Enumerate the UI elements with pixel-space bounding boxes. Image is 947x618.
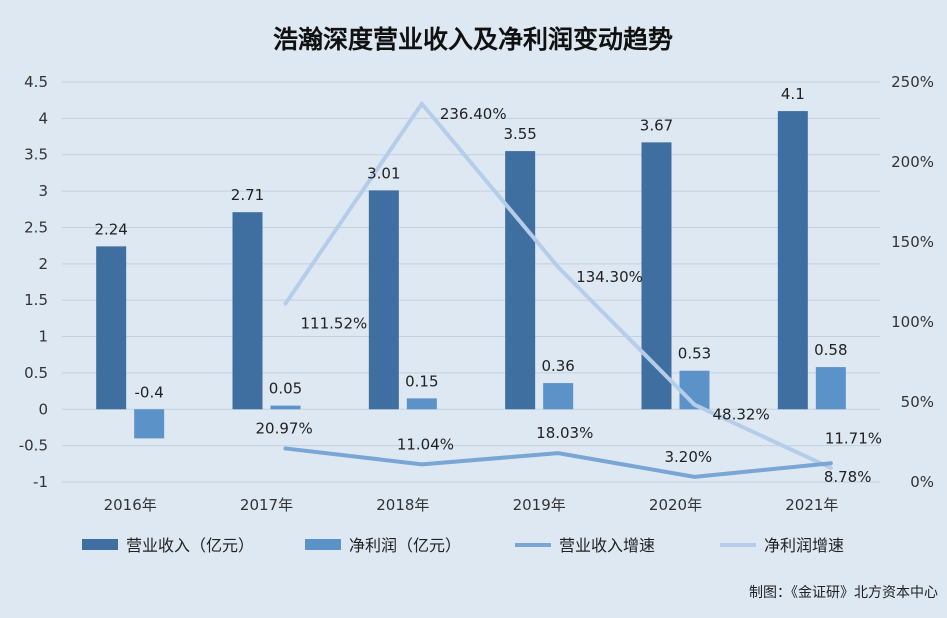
right-tick-label: 200% bbox=[891, 153, 934, 171]
revenue-growth-line bbox=[283, 446, 833, 479]
net-profit-bar bbox=[406, 398, 437, 410]
revenue-bar bbox=[777, 111, 808, 410]
legend-swatch bbox=[82, 539, 118, 550]
revenue-bar bbox=[96, 246, 127, 410]
x-axis: 2016年 2017年 2018年 2019年 2020年 2021年 bbox=[104, 496, 839, 514]
right-tick-label: 100% bbox=[891, 313, 934, 331]
net-profit-growth-label: 48.32% bbox=[713, 406, 770, 424]
left-tick-label: 0.5 bbox=[24, 364, 48, 382]
net-profit-growth-label: 236.40% bbox=[440, 105, 507, 123]
net-profit-label: 0.53 bbox=[678, 345, 711, 363]
bars bbox=[96, 111, 846, 439]
revenue-bar bbox=[232, 212, 263, 410]
source-credit: 制图：《金证研》北方资本中心 bbox=[749, 585, 938, 601]
revenue-growth-label: 18.03% bbox=[536, 424, 593, 442]
left-y-axis: -1 -0.5 0 0.5 1 1.5 2 2.5 3 3.5 4 4.5 bbox=[19, 73, 48, 491]
left-tick-label: 4.5 bbox=[24, 73, 48, 91]
revenue-growth-label: 11.04% bbox=[397, 435, 454, 453]
revenue-label: 2.24 bbox=[94, 220, 127, 238]
lines bbox=[283, 101, 833, 479]
revenue-label: 2.71 bbox=[231, 186, 264, 204]
net-profit-growth-label: 8.78% bbox=[824, 468, 872, 486]
revenue-label: 3.67 bbox=[640, 116, 673, 134]
net-profit-label: 0.15 bbox=[405, 372, 438, 390]
revenue-growth-label: 3.20% bbox=[665, 448, 713, 466]
left-tick-label: -0.5 bbox=[19, 437, 48, 455]
x-tick-label: 2021年 bbox=[785, 496, 838, 514]
revenue-label: 4.1 bbox=[781, 85, 805, 103]
x-tick-label: 2017年 bbox=[240, 496, 293, 514]
left-tick-label: 0 bbox=[38, 400, 48, 418]
net-profit-bar bbox=[815, 367, 846, 410]
x-tick-label: 2018年 bbox=[376, 496, 429, 514]
net-profit-label: 0.58 bbox=[814, 341, 847, 359]
revenue-label: 3.01 bbox=[367, 164, 400, 182]
legend-label: 营业收入增速 bbox=[559, 536, 655, 555]
left-tick-label: 1 bbox=[38, 328, 48, 346]
net-profit-growth-label: 134.30% bbox=[576, 268, 643, 286]
net-profit-bar bbox=[270, 405, 301, 410]
legend-swatch bbox=[305, 539, 341, 550]
legend: 营业收入（亿元） 净利润（亿元） 营业收入增速 净利润增速 bbox=[82, 536, 844, 555]
legend-label: 营业收入（亿元） bbox=[126, 536, 254, 555]
left-tick-label: 3.5 bbox=[24, 146, 48, 164]
chart-title: 浩瀚深度营业收入及净利润变动趋势 bbox=[273, 25, 673, 54]
revenue-bar bbox=[368, 190, 399, 410]
x-tick-label: 2020年 bbox=[649, 496, 702, 514]
revenue-bar bbox=[505, 151, 536, 410]
net-profit-label: -0.4 bbox=[135, 383, 164, 401]
revenue-growth-label: 20.97% bbox=[256, 419, 313, 437]
revenue-label: 3.55 bbox=[503, 125, 536, 143]
right-tick-label: 250% bbox=[891, 73, 934, 91]
right-y-axis: 0% 50% 100% 150% 200% 250% bbox=[891, 73, 934, 491]
left-tick-label: 2 bbox=[38, 255, 48, 273]
x-tick-label: 2016年 bbox=[104, 496, 157, 514]
data-labels: 2.24 2.71 3.01 3.55 3.67 4.1 -0.4 0.05 0.15 0.36 0… bbox=[94, 85, 882, 486]
right-tick-label: 150% bbox=[891, 233, 934, 251]
x-tick-label: 2019年 bbox=[513, 496, 566, 514]
net-profit-label: 0.05 bbox=[269, 380, 302, 398]
revenue-bar bbox=[641, 142, 672, 410]
left-tick-label: 2.5 bbox=[24, 218, 48, 236]
net-profit-growth-line bbox=[283, 101, 833, 470]
left-tick-label: 3 bbox=[38, 182, 48, 200]
revenue-growth-label: 11.71% bbox=[825, 429, 882, 447]
net-profit-bar bbox=[134, 409, 165, 439]
left-tick-label: -1 bbox=[33, 473, 48, 491]
gridlines bbox=[62, 81, 880, 483]
left-tick-label: 4 bbox=[38, 109, 48, 127]
legend-label: 净利润增速 bbox=[764, 536, 844, 555]
net-profit-growth-label: 111.52% bbox=[301, 315, 368, 333]
legend-label: 净利润（亿元） bbox=[349, 536, 461, 555]
right-tick-label: 50% bbox=[901, 393, 934, 411]
right-tick-label: 0% bbox=[910, 473, 934, 491]
net-profit-bar bbox=[543, 383, 574, 410]
left-tick-label: 1.5 bbox=[24, 291, 48, 309]
net-profit-label: 0.36 bbox=[541, 357, 574, 375]
